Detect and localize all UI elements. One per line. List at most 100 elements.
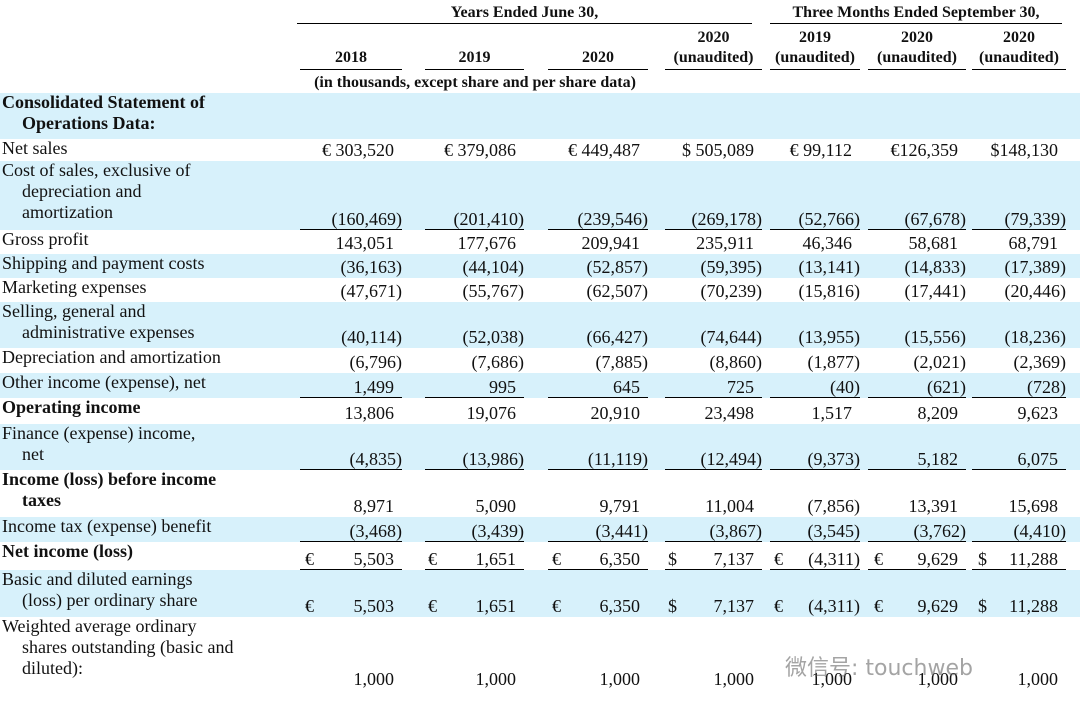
value-rule — [868, 541, 966, 542]
cell-currency: € — [305, 549, 314, 569]
value-rule — [300, 397, 402, 398]
row-label: net — [22, 444, 44, 464]
cell-currency: € — [774, 549, 783, 569]
cell-value: (52,857) — [586, 257, 649, 277]
value-rule — [868, 569, 966, 570]
cell-value: (6,796) — [349, 352, 403, 372]
cell-value: € 99,112 — [789, 140, 852, 160]
cell-value: € 449,487 — [568, 140, 640, 160]
value-rule — [548, 469, 648, 470]
cell-currency: $ — [668, 549, 677, 569]
cell-value: (15,816) — [798, 281, 861, 301]
cell-currency: $ — [668, 596, 677, 616]
value-rule — [770, 541, 860, 542]
cell-value: (36,163) — [340, 257, 403, 277]
cell-value: (62,507) — [586, 281, 649, 301]
value-rule — [972, 397, 1066, 398]
column-rule — [972, 69, 1066, 70]
table-row: Other income (expense), net 1,499 995 645 72… — [0, 372, 1080, 398]
table-row: Cost of sales, exclusive of depreciation … — [0, 160, 1080, 230]
cell-value: (2,021) — [913, 352, 967, 372]
cell-currency: € — [874, 596, 883, 616]
cell-value: (17,441) — [904, 281, 967, 301]
row-label: Basic and diluted earnings — [2, 569, 193, 589]
value-rule — [425, 469, 524, 470]
cell-value: (40,114) — [341, 327, 402, 347]
cell-currency: $ — [978, 596, 987, 616]
row-label: Selling, general and — [2, 301, 146, 321]
column-note: (unaudited) — [673, 49, 754, 66]
table-row: Finance (expense) income, net (4,835) (13,9… — [0, 423, 1080, 470]
row-label: Cost of sales, exclusive of — [2, 160, 191, 180]
value-rule — [665, 397, 762, 398]
cell-value: 1,000 — [811, 669, 853, 689]
cell-value: 68,791 — [1008, 233, 1059, 253]
value-rule — [770, 469, 860, 470]
cell-value: (40) — [830, 377, 860, 397]
cell-value: 1,000 — [713, 669, 755, 689]
cell-value: 1,000 — [1017, 669, 1059, 689]
cell-value: (7,686) — [471, 352, 525, 372]
header-rule — [770, 23, 1062, 24]
cell-value: 6,075 — [1017, 449, 1059, 469]
cell-value: 1,651 — [475, 596, 517, 616]
cell-value: 46,346 — [802, 233, 853, 253]
cell-value: 177,676 — [457, 233, 517, 253]
row-label: shares outstanding (basic and — [22, 637, 234, 657]
cell-value: 1,000 — [353, 669, 395, 689]
cell-value: (728) — [1027, 377, 1066, 397]
cell-value: 5,503 — [353, 549, 395, 569]
value-rule — [548, 229, 648, 230]
value-rule — [868, 397, 966, 398]
column-rule — [770, 69, 860, 70]
cell-value: (15,556) — [904, 327, 967, 347]
column-year: 2019 — [458, 49, 491, 66]
row-label: Net sales — [2, 138, 68, 158]
cell-value: (160,469) — [331, 209, 403, 229]
column-year: 2018 — [335, 49, 367, 66]
row-label: Operations Data: — [22, 113, 156, 133]
cell-value: (13,141) — [798, 257, 861, 277]
cell-value: (18,236) — [1004, 327, 1067, 347]
cell-value: (3,545) — [807, 521, 861, 541]
cell-value: (66,427) — [586, 327, 649, 347]
cell-value: (621) — [927, 377, 966, 397]
table-row: Weighted average ordinary shares outstand… — [0, 616, 1080, 690]
cell-currency: € — [552, 596, 561, 616]
table-row: Income (loss) before income taxes 8,971 5,0… — [0, 469, 1080, 517]
cell-value: $ 505,089 — [682, 140, 754, 160]
cell-value: 5,503 — [353, 596, 395, 616]
value-rule — [548, 569, 648, 570]
cell-value: 143,051 — [335, 233, 395, 253]
cell-value: 6,350 — [599, 549, 641, 569]
cell-currency: € — [428, 549, 437, 569]
table-row: Gross profit 143,051 177,676 209,941 235,911… — [0, 229, 1080, 254]
value-rule — [300, 541, 402, 542]
row-label: Finance (expense) income, — [2, 423, 196, 443]
row-label: amortization — [22, 202, 113, 222]
cell-value: (13,955) — [798, 327, 861, 347]
cell-value: (52,766) — [798, 209, 861, 229]
column-rule — [300, 69, 402, 70]
cell-value: (3,762) — [913, 521, 967, 541]
table-row: Shipping and payment costs (36,163) (44,10… — [0, 253, 1080, 278]
cell-value: 20,910 — [590, 403, 641, 423]
cell-value: 6,350 — [599, 596, 641, 616]
group-header: Years Ended June 30, — [450, 4, 599, 21]
cell-value: 13,391 — [908, 496, 959, 516]
cell-value: (1,877) — [807, 352, 861, 372]
value-rule — [972, 569, 1066, 570]
cell-value: 7,137 — [713, 596, 755, 616]
cell-value: (13,986) — [462, 449, 525, 469]
column-rule — [665, 69, 762, 70]
value-rule — [425, 541, 524, 542]
row-label: Consolidated Statement of — [2, 92, 205, 112]
column-year: 2020 — [582, 49, 614, 66]
cell-value: 235,911 — [696, 233, 754, 253]
cell-currency: € — [552, 549, 561, 569]
cell-value: € 303,520 — [322, 140, 394, 160]
row-label: taxes — [22, 490, 61, 510]
cell-value: 11,288 — [1009, 549, 1058, 569]
row-label: Gross profit — [2, 229, 89, 249]
cell-value: (269,178) — [691, 209, 763, 229]
